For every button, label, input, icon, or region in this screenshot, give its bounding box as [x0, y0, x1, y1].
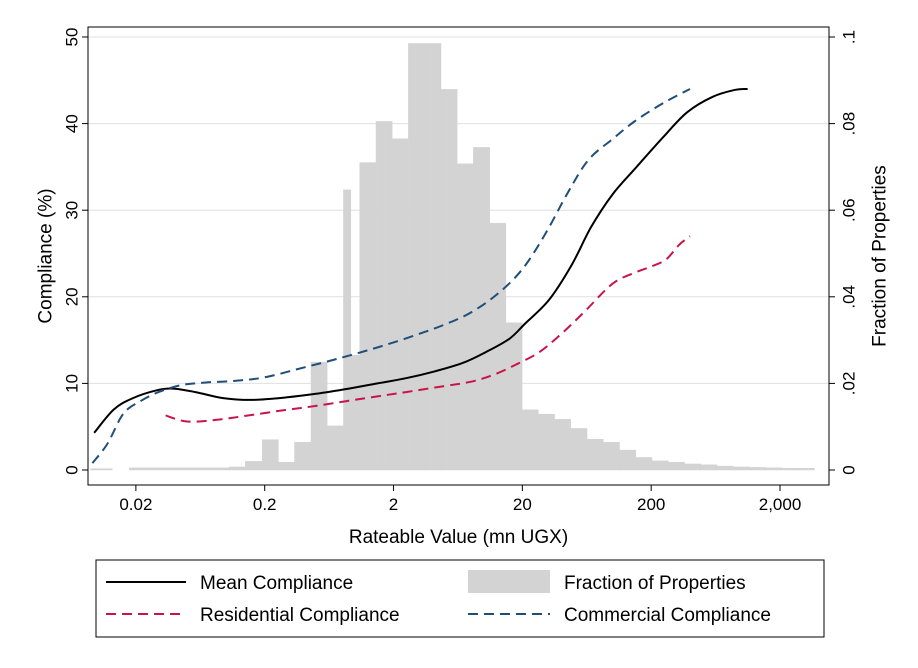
- histogram-bar: [228, 466, 246, 471]
- legend-mean-label: Mean Compliance: [200, 573, 353, 594]
- histogram-bar: [732, 466, 750, 471]
- x-tick-label: 20: [513, 495, 532, 514]
- histogram-bar: [538, 413, 555, 471]
- histogram-bar: [716, 465, 734, 471]
- histogram-bar: [570, 428, 588, 471]
- histogram-bar: [521, 409, 539, 471]
- x-axis-title: Rateable Value (mn UGX): [349, 527, 568, 548]
- histogram-bar: [667, 461, 685, 471]
- y-right-tick-label: .04: [840, 285, 859, 309]
- histogram-bar: [343, 189, 352, 471]
- legend-box: [95, 559, 825, 638]
- histogram-bar: [781, 468, 799, 471]
- histogram-bar: [456, 163, 474, 471]
- histogram-bar: [554, 419, 572, 471]
- histogram-bar: [603, 442, 620, 471]
- histogram-bar: [749, 467, 766, 471]
- y-left-tick-label: 20: [63, 287, 82, 306]
- x-tick-label: 2: [389, 495, 398, 514]
- histogram-bar: [440, 89, 458, 471]
- histogram-bar: [391, 138, 409, 471]
- histogram-bar: [635, 457, 653, 471]
- x-tick-label: 0.02: [119, 495, 152, 514]
- y-right-tick-label: .1: [840, 30, 859, 44]
- histogram-bar: [797, 468, 815, 471]
- histogram-bar: [651, 460, 669, 471]
- histogram-bar: [294, 442, 312, 471]
- y-left-tick-label: 0: [63, 465, 82, 474]
- y-left-tick-label: 40: [63, 114, 82, 133]
- histogram-bar: [586, 439, 604, 471]
- histogram-bar: [310, 361, 328, 471]
- y-axis-right-title: Fraction of Properties: [870, 165, 891, 347]
- x-tick-label: 2,000: [759, 495, 802, 514]
- y-left-tick-label: 50: [63, 28, 82, 47]
- histogram-bar: [505, 322, 523, 471]
- histogram-bar: [684, 463, 701, 471]
- legend-histogram-label: Fraction of Properties: [564, 573, 746, 594]
- mean-compliance-line: [93, 87, 748, 434]
- histogram-bar: [129, 467, 230, 471]
- histogram-bars: [90, 43, 815, 471]
- histogram-bar: [408, 43, 425, 471]
- y-right-tick-label: .06: [840, 198, 859, 222]
- histogram-bar: [90, 468, 113, 471]
- histogram-bar: [350, 355, 360, 471]
- histogram-bar: [326, 425, 344, 471]
- y-right-tick-label: .08: [840, 112, 859, 136]
- y-left-tick-label: 30: [63, 201, 82, 220]
- histogram-bar: [359, 162, 377, 471]
- y-axis-left-title: Compliance (%): [36, 188, 57, 323]
- y-right-tick-label: 0: [840, 465, 859, 474]
- histogram-bar: [765, 467, 783, 471]
- y-right-tick-label: .02: [840, 372, 859, 396]
- histogram-bar: [619, 449, 636, 471]
- histogram-bar: [473, 147, 490, 471]
- histogram-bar: [245, 461, 263, 471]
- x-tick-label: 0.2: [253, 495, 277, 514]
- residential-compliance-line: [165, 235, 691, 423]
- y-left-tick-label: 10: [63, 374, 82, 393]
- legend-residential-label: Residential Compliance: [200, 605, 400, 626]
- histogram-bar: [700, 464, 718, 471]
- legend: Mean Compliance Fraction of Properties R…: [95, 559, 825, 638]
- commercial-compliance-line: [91, 88, 691, 464]
- legend-histogram-swatch: [468, 570, 550, 593]
- histogram-bar: [278, 461, 295, 471]
- histogram-bar: [375, 121, 393, 471]
- legend-commercial-label: Commercial Compliance: [564, 605, 771, 626]
- histogram-bar: [424, 43, 442, 471]
- plot-frame: [87, 26, 830, 486]
- histogram-bar: [262, 439, 279, 471]
- series-lines: [91, 87, 748, 464]
- x-tick-label: 200: [637, 495, 665, 514]
